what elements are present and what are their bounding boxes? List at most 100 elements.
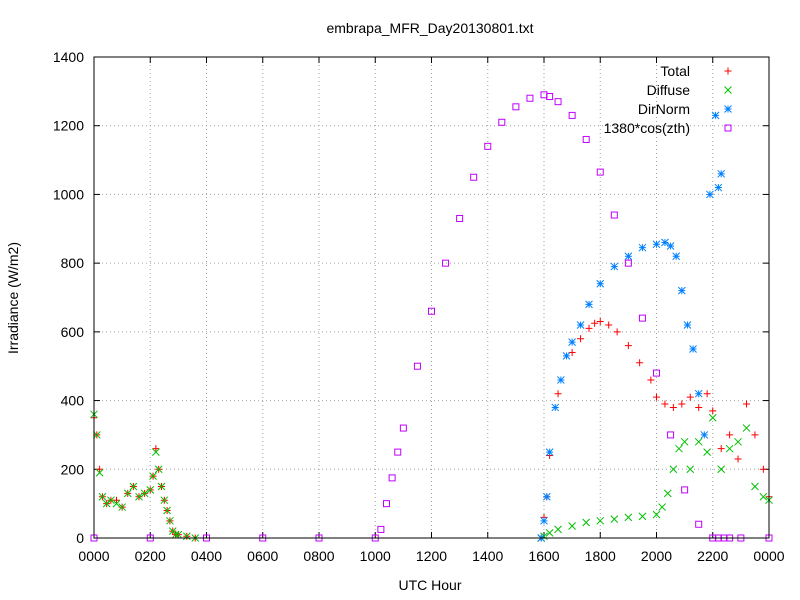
data-point — [157, 482, 166, 491]
data-point — [174, 530, 183, 539]
data-point — [653, 393, 660, 401]
data-point — [576, 321, 585, 329]
y-tick-label: 1000 — [53, 186, 84, 202]
data-point — [582, 135, 590, 143]
data-point — [118, 503, 126, 511]
data-point — [717, 169, 726, 178]
legend-label: DirNorm — [638, 101, 690, 117]
data-point — [394, 448, 402, 456]
data-point — [694, 437, 703, 446]
x-tick-label: 0000 — [78, 548, 109, 564]
data-point — [399, 424, 407, 432]
data-point — [686, 393, 694, 401]
data-point — [596, 279, 605, 288]
data-point — [663, 489, 672, 498]
data-point — [526, 94, 534, 102]
data-point — [585, 324, 593, 332]
x-tick-label: 0400 — [191, 548, 222, 564]
data-point — [152, 445, 160, 453]
data-point — [551, 403, 560, 412]
data-point — [605, 321, 613, 329]
y-tick-label: 800 — [61, 255, 85, 271]
data-point — [711, 111, 720, 120]
data-point — [759, 492, 768, 501]
x-tick-label: 1000 — [360, 548, 391, 564]
data-point — [666, 242, 675, 250]
y-tick-label: 1200 — [53, 118, 84, 134]
data-point — [182, 532, 191, 541]
data-point — [703, 448, 711, 456]
x-tick-label: 1200 — [416, 548, 447, 564]
data-point — [686, 465, 695, 474]
data-point — [689, 345, 697, 353]
data-point — [152, 448, 160, 456]
data-point — [717, 445, 725, 453]
legend-marker — [724, 124, 732, 132]
data-point — [624, 513, 633, 522]
x-axis-label: UTC Hour — [398, 577, 461, 593]
legend: Total Diffuse DirNorm 1380*cos(zth) — [604, 63, 732, 136]
data-point — [442, 259, 450, 267]
data-point — [709, 407, 717, 415]
data-point — [669, 465, 678, 474]
data-point — [647, 376, 655, 384]
data-point — [638, 314, 646, 322]
plot-frame — [93, 56, 770, 539]
data-point — [585, 300, 593, 309]
data-point — [751, 431, 759, 439]
data-point — [554, 525, 562, 534]
data-point — [703, 390, 711, 398]
data-point — [638, 243, 647, 252]
data-point — [610, 211, 618, 219]
data-point — [160, 496, 169, 505]
data-point — [146, 486, 155, 494]
data-point — [383, 500, 390, 508]
data-point — [624, 259, 632, 267]
data-point — [596, 318, 604, 326]
legend-label: Diffuse — [647, 82, 691, 98]
data-point — [734, 437, 742, 446]
data-point — [129, 482, 138, 491]
x-tick-label: 1600 — [528, 548, 559, 564]
data-point — [498, 118, 506, 126]
x-tick-label: 0800 — [303, 548, 334, 564]
data-point — [546, 93, 554, 101]
data-point — [726, 431, 734, 439]
data-point — [591, 319, 599, 327]
data-point — [577, 335, 585, 343]
legend-marker — [724, 105, 732, 113]
data-point — [554, 390, 562, 398]
data-point — [675, 444, 683, 453]
data-point — [717, 465, 726, 474]
data-point — [140, 489, 149, 498]
data-point — [695, 403, 703, 411]
data-point — [568, 522, 576, 530]
data-point — [113, 496, 120, 504]
data-point — [596, 516, 605, 525]
data-point — [708, 413, 717, 422]
data-point — [636, 359, 644, 367]
data-point — [694, 389, 703, 398]
data-point — [545, 528, 554, 537]
data-point — [700, 431, 709, 439]
x-tick-label: 2000 — [641, 548, 672, 564]
data-point — [484, 142, 492, 150]
data-point — [562, 352, 571, 360]
data-point — [413, 362, 421, 370]
data-point — [545, 448, 554, 456]
data-point — [610, 515, 619, 523]
data-point — [638, 512, 647, 521]
data-point — [388, 474, 396, 482]
data-point — [102, 499, 111, 508]
data-point — [171, 530, 180, 539]
data-point — [742, 424, 751, 432]
data-point — [653, 369, 660, 377]
data-point — [512, 103, 520, 111]
data-point — [680, 437, 689, 446]
data-point — [107, 496, 115, 505]
data-point — [743, 400, 750, 408]
data-point — [542, 492, 551, 501]
data-point — [624, 342, 632, 350]
data-point — [681, 486, 689, 494]
